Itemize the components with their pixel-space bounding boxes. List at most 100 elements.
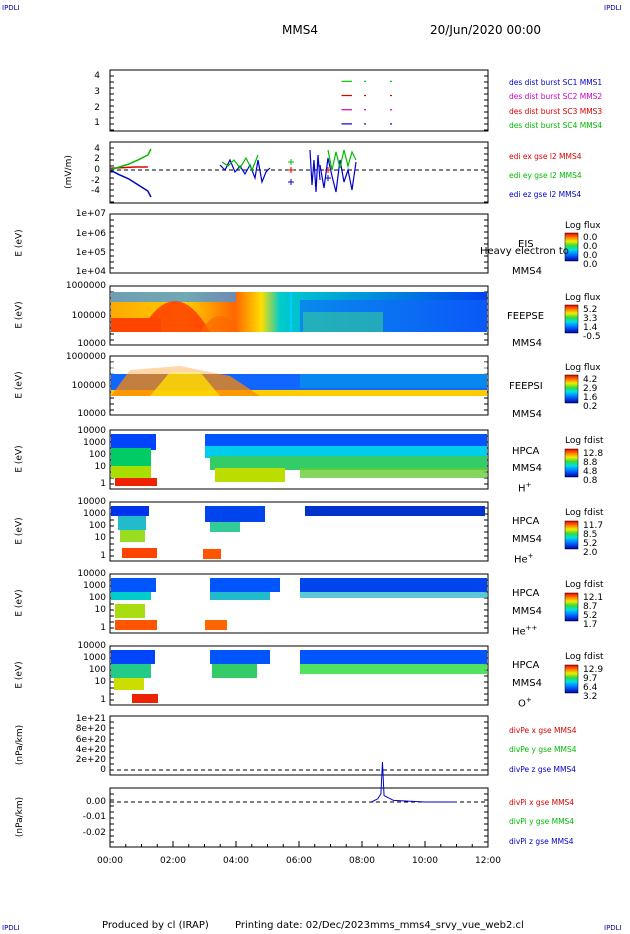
feepse-cb-title: Log flux [565,293,601,303]
eis-tick: 1e+06 [75,229,106,239]
hpca-o-cb-label: 12.9 [583,665,604,675]
eis-tick: 1e+07 [75,209,106,219]
feepse-tick: 10000 [77,339,106,349]
feepsi-tick: 100000 [71,381,106,391]
legend-burst-mms4: des dist burst SC4 MMS4 [509,121,603,130]
edi-tick: 0 [94,165,100,175]
x-tick: 12:00 [475,856,501,866]
legend-divpe-x: divPe x gse MMS4 [509,726,577,735]
hpca-o-inst: HPCA [512,660,540,671]
divpi-tick: 0.00 [85,797,106,807]
hpca-o-tick: 10 [94,677,106,687]
hpca-h-cb-label: 4.8 [583,467,598,477]
feepsi-cb-label: 0.2 [583,402,598,412]
hpca-hepp-tick: 10 [94,605,106,615]
feepse-tick: 100000 [71,311,106,321]
feepsi-spectrogram [111,362,487,396]
hpca-o-cb-label: 6.4 [583,683,598,693]
feepsi-cb-label: 1.6 [583,393,598,403]
hpca-hepp-spectrogram [111,578,487,630]
hpca-he-cb-title: Log fdist [565,508,604,518]
divpe-tick: 1e+21 [75,714,106,724]
feepsi-sc: MMS4 [512,409,542,420]
x-tick: 04:00 [223,856,249,866]
hpca-o-ylabel: E (eV) [14,661,25,689]
divpi-ylabel: (nPa/km) [15,796,26,838]
legend-divpe-y: divPe y gse MMS4 [509,745,577,754]
ion-name: H [518,483,526,495]
eis-panel-frame [109,213,489,274]
edi-ez-series [109,169,152,198]
corner-label-br: IPDLI [604,924,622,932]
divpe-tick: 8e+20 [75,724,106,734]
eis-note: Heavy electron to [480,246,569,257]
feepsi-tick: 1000000 [65,352,106,362]
feepse-ylabel: E (eV) [14,301,25,329]
eis-tick: 1e+05 [75,248,106,258]
hpca-he-ylabel: E (eV) [14,517,25,545]
hpca-he-tick: 1000 [83,509,106,519]
hpca-hepp-tick: 10000 [77,569,106,579]
divpe-tick: 0 [100,765,106,775]
corner-label-tl: IPDLI [2,4,20,12]
hpca-o-cb-label: 3.2 [583,692,598,702]
hpca-h-spectrogram [111,434,487,486]
edi-tick: -2 [91,176,100,186]
legend-divpi-z: divPi z gse MMS4 [509,837,574,846]
hpca-o-tick: 1000 [83,653,106,663]
legend-divpi-x: divPi x gse MMS4 [509,798,575,807]
eis-tick: 1e+04 [75,267,106,277]
feepsi-cb-title: Log flux [565,363,601,373]
x-tick: 06:00 [286,856,312,866]
hpca-hepp-tick: 100 [88,593,106,603]
produced-by: Produced by cl (IRAP) [102,920,209,931]
hpca-he-ion: He+ [514,552,534,565]
ion-charge: + [525,696,532,704]
x-tick: 08:00 [349,856,375,866]
colorbars [564,232,579,694]
printing-date: Printing date: 02/Dec/2023 [235,920,371,931]
divpe-ylabel: (nPa/km) [15,724,26,766]
x-tick: 10:00 [412,856,438,866]
hpca-hepp-ion: He++ [512,624,537,637]
hpca-he-sc: MMS4 [512,534,542,545]
feepsi-inst: FEEPSI [509,381,543,392]
edi-tick: 2 [94,154,100,164]
legend-divpi-y: divPi y gse MMS4 [509,817,575,826]
legend-edi-ey: edi ey gse l2 MMS4 [509,171,582,180]
eis-sc: MMS4 [512,266,542,277]
feepsi-cb-label: 4.2 [583,375,598,385]
legend-burst-mms2: des dist burst SC2 MMS2 [509,92,603,101]
hpca-hepp-tick: 1000 [83,581,106,591]
hpca-o-sc: MMS4 [512,678,542,689]
ion-charge: ++ [525,624,538,632]
burst-tick: 4 [94,71,100,81]
hpca-hepp-sc: MMS4 [512,606,542,617]
feepsi-cb-label: 2.9 [583,384,598,394]
hpca-hepp-inst: HPCA [512,588,540,599]
corner-label-bl: IPDLI [2,924,20,932]
hpca-h-cb-label: 0.8 [583,476,598,486]
burst-tick: 2 [94,103,100,113]
legend-edi-ex: edi ex gse l2 MMS4 [509,152,582,161]
burst-intervals [341,80,392,125]
feepse-cb-label: 1.4 [583,323,598,333]
hpca-he-cb-label: 11.7 [583,521,604,531]
hpca-o-tick: 10000 [77,641,106,651]
hpca-h-tick: 100 [88,450,106,460]
hpca-o-cb-label: 9.7 [583,674,598,684]
legend-divpe-z: divPe z gse MMS4 [509,765,576,774]
feepse-cb-label: 3.3 [583,314,598,324]
ion-name: O [518,698,526,710]
hpca-he-cb-label: 2.0 [583,548,598,558]
hpca-he-tick: 10000 [77,497,106,507]
hpca-o-spectrogram [111,650,487,703]
hpca-h-inst: HPCA [512,446,540,457]
feepse-tick: 1000000 [65,281,106,291]
feepse-cb-label: 5.2 [583,305,598,315]
eis-cb-title: Log flux [565,221,601,231]
hpca-hepp-cb-label: 1.7 [583,620,598,630]
edi-tick: 4 [94,144,100,154]
hpca-he-inst: HPCA [512,516,540,527]
